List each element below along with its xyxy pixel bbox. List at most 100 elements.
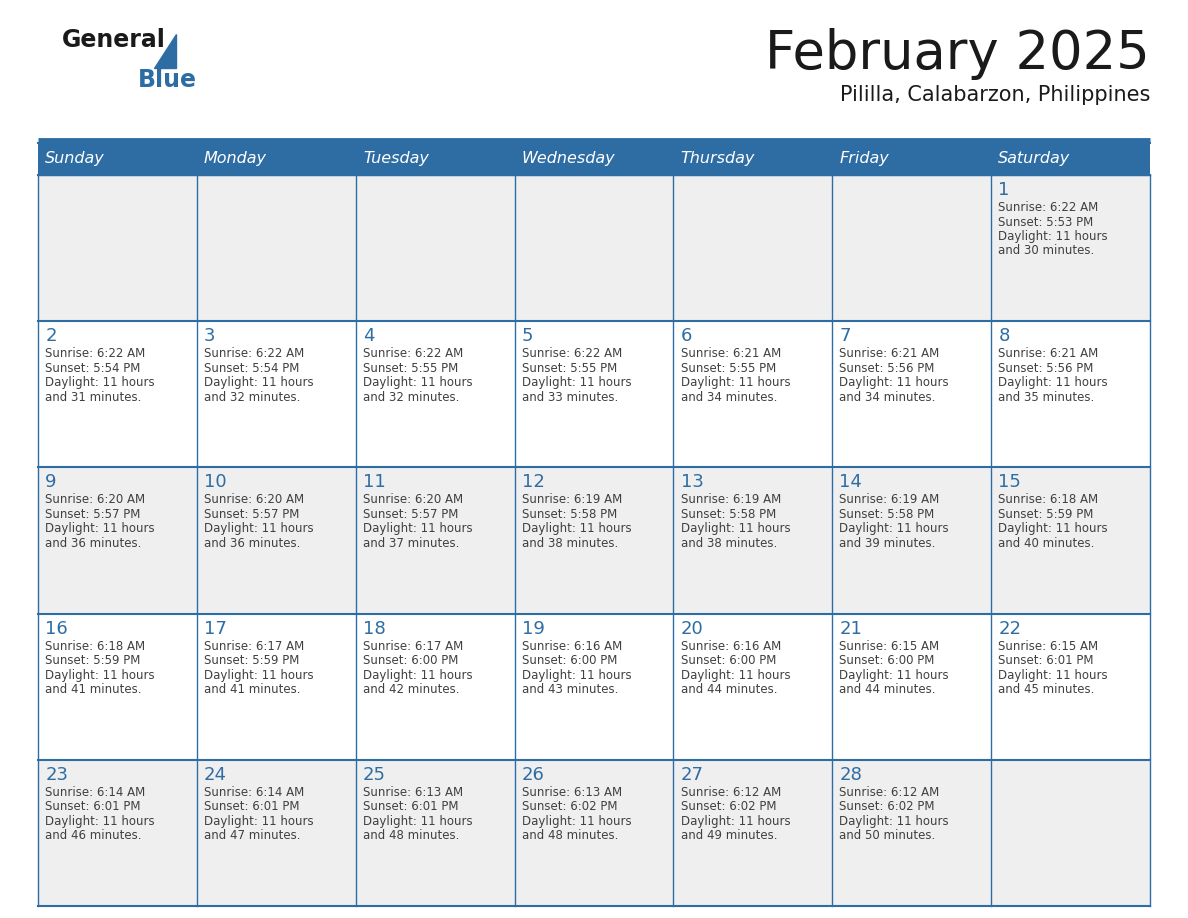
Text: Daylight: 11 hours: Daylight: 11 hours xyxy=(362,668,473,681)
Text: 17: 17 xyxy=(204,620,227,638)
Bar xyxy=(197,467,355,613)
Text: Daylight: 11 hours: Daylight: 11 hours xyxy=(522,522,631,535)
Text: 10: 10 xyxy=(204,474,227,491)
Text: and 36 minutes.: and 36 minutes. xyxy=(204,537,301,550)
Text: General: General xyxy=(62,28,166,52)
Text: Sunrise: 6:15 AM: Sunrise: 6:15 AM xyxy=(998,640,1099,653)
Text: Sunrise: 6:22 AM: Sunrise: 6:22 AM xyxy=(45,347,145,360)
Text: Sunday: Sunday xyxy=(45,151,105,166)
Text: and 48 minutes.: and 48 minutes. xyxy=(522,829,618,843)
Text: 3: 3 xyxy=(204,327,215,345)
Text: Sunset: 5:55 PM: Sunset: 5:55 PM xyxy=(681,362,776,375)
Text: Tuesday: Tuesday xyxy=(362,151,429,166)
Bar xyxy=(833,760,991,906)
Text: and 49 minutes.: and 49 minutes. xyxy=(681,829,777,843)
Text: Pililla, Calabarzon, Philippines: Pililla, Calabarzon, Philippines xyxy=(840,85,1150,105)
Text: Daylight: 11 hours: Daylight: 11 hours xyxy=(204,522,314,535)
Bar xyxy=(514,760,674,906)
Text: Daylight: 11 hours: Daylight: 11 hours xyxy=(362,815,473,828)
Text: 9: 9 xyxy=(45,474,57,491)
Text: Sunrise: 6:22 AM: Sunrise: 6:22 AM xyxy=(362,347,463,360)
Text: Sunrise: 6:19 AM: Sunrise: 6:19 AM xyxy=(522,493,623,507)
Text: Daylight: 11 hours: Daylight: 11 hours xyxy=(204,815,314,828)
Text: Daylight: 11 hours: Daylight: 11 hours xyxy=(45,522,154,535)
Text: Sunrise: 6:12 AM: Sunrise: 6:12 AM xyxy=(681,786,781,799)
Bar xyxy=(197,760,355,906)
Text: Sunset: 6:01 PM: Sunset: 6:01 PM xyxy=(362,800,459,813)
Text: and 41 minutes.: and 41 minutes. xyxy=(204,683,301,696)
Bar xyxy=(355,143,514,175)
Text: Sunset: 5:55 PM: Sunset: 5:55 PM xyxy=(522,362,617,375)
Text: and 32 minutes.: and 32 minutes. xyxy=(204,391,301,404)
Text: Daylight: 11 hours: Daylight: 11 hours xyxy=(840,376,949,389)
Text: Daylight: 11 hours: Daylight: 11 hours xyxy=(45,376,154,389)
Text: and 50 minutes.: and 50 minutes. xyxy=(840,829,936,843)
Text: and 32 minutes.: and 32 minutes. xyxy=(362,391,460,404)
Text: Daylight: 11 hours: Daylight: 11 hours xyxy=(840,668,949,681)
Text: Wednesday: Wednesday xyxy=(522,151,615,166)
Text: and 31 minutes.: and 31 minutes. xyxy=(45,391,141,404)
Text: Daylight: 11 hours: Daylight: 11 hours xyxy=(362,522,473,535)
Text: Sunset: 6:02 PM: Sunset: 6:02 PM xyxy=(681,800,776,813)
Text: Daylight: 11 hours: Daylight: 11 hours xyxy=(998,230,1108,243)
Text: Daylight: 11 hours: Daylight: 11 hours xyxy=(998,522,1108,535)
Text: and 37 minutes.: and 37 minutes. xyxy=(362,537,460,550)
Bar xyxy=(38,321,197,467)
Text: 5: 5 xyxy=(522,327,533,345)
Text: 22: 22 xyxy=(998,620,1022,638)
Bar xyxy=(355,760,514,906)
Text: and 40 minutes.: and 40 minutes. xyxy=(998,537,1094,550)
Text: Sunrise: 6:19 AM: Sunrise: 6:19 AM xyxy=(840,493,940,507)
Text: and 47 minutes.: and 47 minutes. xyxy=(204,829,301,843)
Text: Daylight: 11 hours: Daylight: 11 hours xyxy=(522,376,631,389)
Text: Sunset: 5:55 PM: Sunset: 5:55 PM xyxy=(362,362,459,375)
Text: Sunset: 5:56 PM: Sunset: 5:56 PM xyxy=(998,362,1094,375)
Text: and 38 minutes.: and 38 minutes. xyxy=(522,537,618,550)
Bar xyxy=(38,760,197,906)
Bar xyxy=(991,760,1150,906)
Text: 11: 11 xyxy=(362,474,386,491)
Text: Daylight: 11 hours: Daylight: 11 hours xyxy=(840,522,949,535)
Text: Sunset: 5:53 PM: Sunset: 5:53 PM xyxy=(998,216,1093,229)
Text: and 43 minutes.: and 43 minutes. xyxy=(522,683,618,696)
Bar xyxy=(355,321,514,467)
Text: Sunset: 5:57 PM: Sunset: 5:57 PM xyxy=(45,508,140,521)
Text: Sunrise: 6:19 AM: Sunrise: 6:19 AM xyxy=(681,493,781,507)
Text: Daylight: 11 hours: Daylight: 11 hours xyxy=(522,815,631,828)
Bar xyxy=(38,175,197,321)
Text: Daylight: 11 hours: Daylight: 11 hours xyxy=(681,815,790,828)
Text: Daylight: 11 hours: Daylight: 11 hours xyxy=(998,376,1108,389)
Text: Sunrise: 6:21 AM: Sunrise: 6:21 AM xyxy=(681,347,781,360)
Text: and 34 minutes.: and 34 minutes. xyxy=(840,391,936,404)
Text: Sunrise: 6:20 AM: Sunrise: 6:20 AM xyxy=(362,493,463,507)
Text: Sunrise: 6:16 AM: Sunrise: 6:16 AM xyxy=(681,640,781,653)
Text: and 39 minutes.: and 39 minutes. xyxy=(840,537,936,550)
Text: 26: 26 xyxy=(522,766,544,784)
Bar xyxy=(674,613,833,760)
Text: Sunset: 6:00 PM: Sunset: 6:00 PM xyxy=(681,655,776,667)
Text: Sunrise: 6:15 AM: Sunrise: 6:15 AM xyxy=(840,640,940,653)
Text: and 44 minutes.: and 44 minutes. xyxy=(681,683,777,696)
Bar xyxy=(514,175,674,321)
Text: Daylight: 11 hours: Daylight: 11 hours xyxy=(840,815,949,828)
Text: Sunset: 5:59 PM: Sunset: 5:59 PM xyxy=(45,655,140,667)
Text: February 2025: February 2025 xyxy=(765,28,1150,80)
Bar xyxy=(674,143,833,175)
Text: and 36 minutes.: and 36 minutes. xyxy=(45,537,141,550)
Text: Sunset: 6:01 PM: Sunset: 6:01 PM xyxy=(998,655,1094,667)
Text: 16: 16 xyxy=(45,620,68,638)
Text: 18: 18 xyxy=(362,620,386,638)
Text: Daylight: 11 hours: Daylight: 11 hours xyxy=(681,522,790,535)
Text: 19: 19 xyxy=(522,620,544,638)
Bar xyxy=(833,613,991,760)
Text: Daylight: 11 hours: Daylight: 11 hours xyxy=(681,376,790,389)
Text: Sunrise: 6:13 AM: Sunrise: 6:13 AM xyxy=(362,786,463,799)
Text: and 33 minutes.: and 33 minutes. xyxy=(522,391,618,404)
Bar xyxy=(991,467,1150,613)
Text: Friday: Friday xyxy=(840,151,889,166)
Bar xyxy=(38,613,197,760)
Bar xyxy=(514,321,674,467)
Text: 14: 14 xyxy=(840,474,862,491)
Text: Daylight: 11 hours: Daylight: 11 hours xyxy=(362,376,473,389)
Bar xyxy=(197,321,355,467)
